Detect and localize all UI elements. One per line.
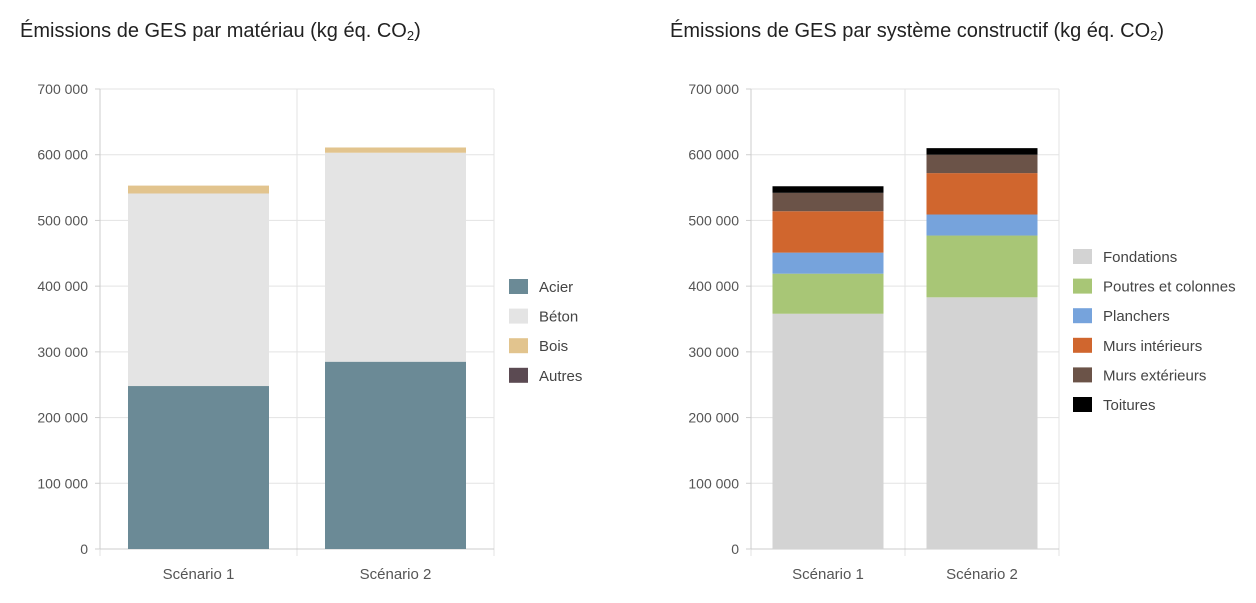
legend-swatch xyxy=(1073,397,1092,412)
chart-title-systems: Émissions de GES par système constructif… xyxy=(670,20,1164,43)
x-tick-label: Scénario 1 xyxy=(792,566,864,583)
bar-segment-planchers xyxy=(772,252,884,274)
bar-segment-b-ton xyxy=(325,152,466,362)
legend-swatch xyxy=(1073,278,1092,294)
y-tick-label: 500 000 xyxy=(688,212,739,228)
y-tick-label: 100 000 xyxy=(37,475,88,491)
title-end: ) xyxy=(414,20,421,42)
bar-segment-murs-ext-rieurs xyxy=(772,192,884,212)
bar-segment-toitures xyxy=(926,148,1038,155)
legend-swatch xyxy=(1073,367,1092,383)
y-tick-label: 200 000 xyxy=(688,410,739,426)
y-tick-label: 300 000 xyxy=(37,344,88,360)
y-tick-label: 500 000 xyxy=(37,212,88,228)
legend-swatch xyxy=(509,308,528,324)
y-tick-label: 0 xyxy=(80,541,88,557)
chart-title-materials: Émissions de GES par matériau (kg éq. CO… xyxy=(20,20,421,43)
bar-segment-fondations xyxy=(926,297,1038,549)
legend-swatch xyxy=(1073,308,1092,324)
y-tick-label: 600 000 xyxy=(688,147,739,163)
bar-segment-murs-int-rieurs xyxy=(926,173,1038,215)
legend-label: Toitures xyxy=(1103,397,1156,414)
bar-segment-acier xyxy=(325,361,466,549)
y-tick-label: 700 000 xyxy=(37,81,88,97)
y-tick-label: 700 000 xyxy=(688,81,739,97)
legend-swatch xyxy=(509,279,528,294)
bar-segment-poutres-et-colonnes xyxy=(772,273,884,314)
legend-label: Acier xyxy=(539,279,573,296)
legend-label: Poutres et colonnes xyxy=(1103,279,1236,296)
bar-segment-b-ton xyxy=(128,193,269,387)
bar-segment-murs-int-rieurs xyxy=(772,211,884,253)
bar-segment-acier xyxy=(128,386,269,549)
legend-label: Murs extérieurs xyxy=(1103,367,1206,384)
legend-label: Fondations xyxy=(1103,249,1177,266)
bar-segment-bois xyxy=(128,185,269,194)
legend-swatch xyxy=(509,338,528,354)
title-end: ) xyxy=(1157,20,1165,42)
x-tick-label: Scénario 2 xyxy=(946,566,1018,583)
y-tick-label: 200 000 xyxy=(37,410,88,426)
title-subscript: 2 xyxy=(1150,28,1158,43)
bar-segment-fondations xyxy=(772,313,884,549)
legend-swatch xyxy=(1073,337,1092,353)
y-tick-label: 300 000 xyxy=(688,344,739,360)
bar-segment-murs-ext-rieurs xyxy=(926,154,1038,174)
bar-segment-bois xyxy=(325,147,466,153)
y-tick-label: 100 000 xyxy=(688,475,739,491)
y-tick-label: 400 000 xyxy=(688,278,739,294)
title-main: Émissions de GES par système constructif… xyxy=(670,20,1151,42)
legend-label: Bois xyxy=(539,338,568,355)
y-tick-label: 600 000 xyxy=(37,147,88,163)
legend-swatch xyxy=(509,367,528,383)
legend-label: Planchers xyxy=(1103,308,1170,325)
legend-swatch xyxy=(1073,249,1092,264)
bar-segment-planchers xyxy=(926,214,1038,236)
legend-label: Autres xyxy=(539,368,582,385)
y-tick-label: 0 xyxy=(731,541,739,557)
bar-segment-poutres-et-colonnes xyxy=(926,235,1038,298)
x-tick-label: Scénario 1 xyxy=(163,566,235,583)
bar-segment-toitures xyxy=(772,186,884,193)
legend-label: Béton xyxy=(539,309,578,326)
title-subscript: 2 xyxy=(406,28,415,43)
title-main: Émissions de GES par matériau (kg éq. CO xyxy=(20,20,407,42)
y-tick-label: 400 000 xyxy=(37,278,88,294)
x-tick-label: Scénario 2 xyxy=(360,566,432,583)
legend-label: Murs intérieurs xyxy=(1103,338,1202,355)
